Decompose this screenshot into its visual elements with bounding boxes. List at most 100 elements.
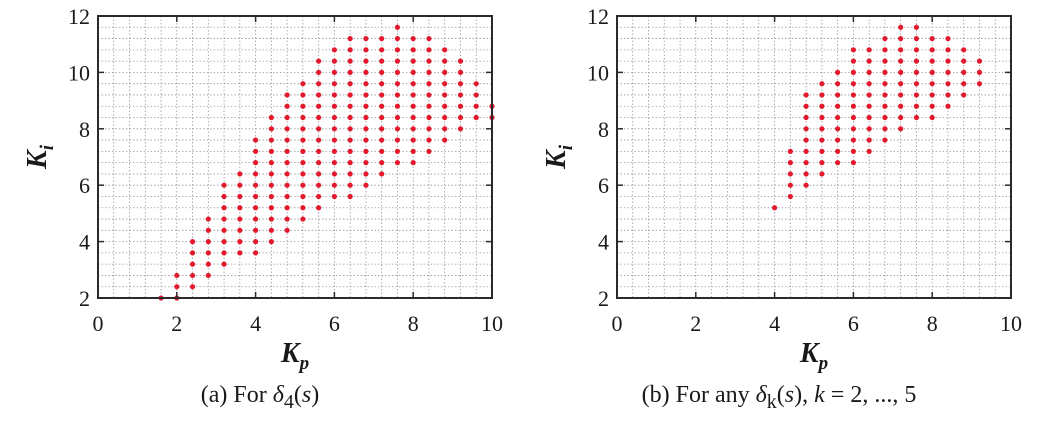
data-point [866,58,872,64]
data-point [976,81,983,87]
data-point [316,69,322,75]
data-point [316,58,322,64]
data-point [787,182,793,188]
data-point [331,126,337,132]
x-axis-label: Kp [799,338,828,374]
data-point [913,47,920,53]
data-point [379,103,385,109]
data-point [300,81,306,87]
data-point [410,47,416,53]
data-point [347,182,353,188]
data-point [835,81,841,87]
data-point [803,171,809,177]
data-point [882,137,888,143]
data-point [347,193,353,200]
data-point [457,69,464,75]
data-point [410,103,416,109]
data-point [221,205,227,211]
data-point [347,69,353,75]
x-tick-label: 6 [848,311,859,336]
data-point [850,58,856,64]
data-point [961,81,967,87]
data-point [803,114,809,121]
data-point [473,81,479,87]
data-point [300,148,306,154]
data-point [835,92,841,98]
data-point [237,216,243,222]
data-point [284,205,290,211]
data-point [268,227,274,233]
data-point [803,182,809,188]
caption-a: (a) For δ4(s) [0,382,520,414]
data-point [961,47,967,53]
caption-variable: s [301,382,312,408]
data-point [882,92,888,98]
data-point [394,47,401,53]
data-point [410,126,416,132]
data-point [961,92,967,98]
data-point [835,114,841,121]
caption-k: k [814,382,825,408]
data-point [331,193,337,200]
y-tick-label: 8 [598,117,609,142]
data-point [394,126,401,132]
data-point [835,148,841,154]
data-point [473,92,479,98]
data-point [300,171,306,177]
data-point [394,137,401,143]
data-point [347,160,353,166]
x-tick-label: 4 [769,311,780,336]
data-point [237,193,243,200]
data-point [898,47,904,53]
y-tick-label: 10 [587,60,609,85]
y-tick-label: 4 [598,230,609,255]
data-point [284,114,290,121]
data-point [850,148,856,154]
data-point [850,126,856,132]
data-point [945,92,951,98]
data-point [347,35,353,42]
data-point [189,261,196,267]
y-tick-label: 2 [598,286,609,311]
data-point [363,182,369,188]
y-tick-label: 12 [587,4,609,29]
data-point [268,148,274,154]
data-point [237,250,243,256]
data-point [426,92,432,98]
data-point [268,160,274,166]
data-point [189,239,196,245]
grid [616,15,1012,299]
data-point [898,24,904,30]
data-point [363,58,369,64]
data-point [410,92,416,98]
data-point [787,171,793,177]
data-point [284,216,290,222]
data-point [331,148,337,154]
data-point [410,58,416,64]
data-point [221,239,227,245]
data-point [913,114,920,121]
data-point [945,58,951,64]
data-point [268,182,274,188]
data-point [410,69,416,75]
data-point [819,160,825,166]
data-point [300,182,306,188]
data-point [268,171,274,177]
data-point [379,148,385,154]
data-point [221,182,227,188]
data-point [316,148,322,154]
data-point [473,103,479,109]
data-point [835,137,841,143]
data-point [426,148,432,154]
data-point [316,205,322,211]
data-point [316,137,322,143]
x-tick-label: 4 [250,311,261,336]
data-point [410,137,416,143]
data-point [394,103,401,109]
data-point [205,227,211,233]
data-point [898,92,904,98]
y-tick-label: 10 [68,60,90,85]
data-point [457,114,464,121]
data-points [158,24,495,301]
data-point [268,137,274,143]
